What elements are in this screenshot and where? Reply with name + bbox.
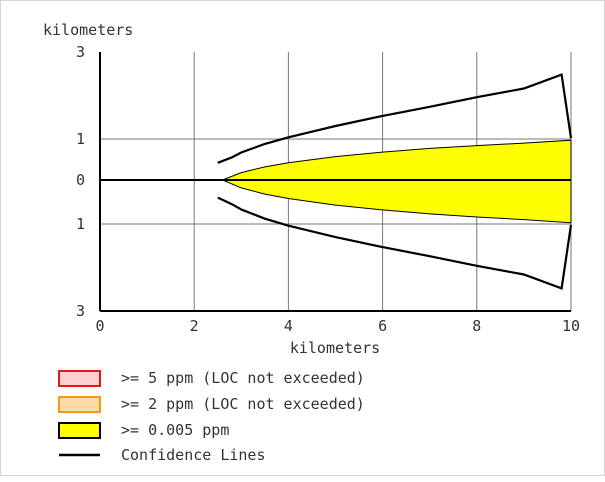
legend-label-5ppm: >= 5 ppm (LOC not exceeded) <box>121 369 365 387</box>
legend: >= 5 ppm (LOC not exceeded) >= 2 ppm (LO… <box>58 369 365 464</box>
y-axis-unit-label: kilometers <box>43 21 133 39</box>
legend-item-2ppm: >= 2 ppm (LOC not exceeded) <box>58 395 365 413</box>
axes-layer <box>99 52 571 312</box>
legend-item-0005ppm: >= 0.005 ppm <box>58 421 229 439</box>
y-tick-label-0: 3 <box>76 43 85 61</box>
legend-label-2ppm: >= 2 ppm (LOC not exceeded) <box>121 395 365 413</box>
y-tick-label-2: 0 <box>76 171 85 189</box>
x-tick-label-5: 10 <box>562 317 580 335</box>
legend-item-confidence-lines: Confidence Lines <box>59 446 266 464</box>
x-tick-label-3: 6 <box>378 317 387 335</box>
legend-swatch-0005ppm <box>58 422 101 439</box>
legend-item-5ppm: >= 5 ppm (LOC not exceeded) <box>58 369 365 387</box>
y-tick-label-3: 1 <box>76 215 85 233</box>
y-tick-label-4: 3 <box>76 302 85 320</box>
legend-label-0005ppm: >= 0.005 ppm <box>121 421 229 439</box>
legend-swatch-5ppm <box>58 370 101 387</box>
x-tick-label-1: 2 <box>190 317 199 335</box>
confidence-line-upper <box>217 73 573 164</box>
confidence-lines-layer <box>217 73 573 290</box>
confidence-line-lower <box>217 196 573 290</box>
x-tick-label-2: 4 <box>284 317 293 335</box>
x-tick-label-4: 8 <box>472 317 481 335</box>
legend-swatch-2ppm <box>58 396 101 413</box>
y-tick-label-1: 1 <box>76 130 85 148</box>
threat-zone-0005ppm <box>221 139 572 224</box>
threat-zone-layer <box>221 139 572 224</box>
legend-label-confidence: Confidence Lines <box>121 446 266 464</box>
x-tick-label-0: 0 <box>95 317 104 335</box>
x-axis-label: kilometers <box>290 339 380 357</box>
